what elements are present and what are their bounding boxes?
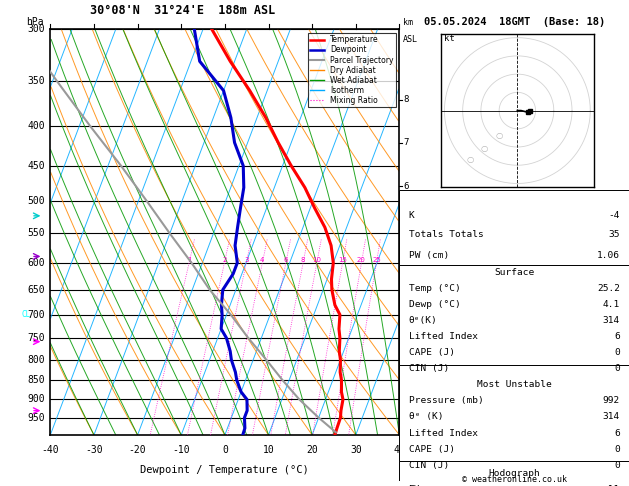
Text: 0: 0 — [614, 445, 620, 453]
Text: 10: 10 — [313, 257, 321, 262]
Text: 7: 7 — [404, 138, 409, 147]
Text: hPa: hPa — [26, 17, 43, 27]
Text: -4: -4 — [608, 211, 620, 220]
Text: 500: 500 — [28, 196, 45, 207]
Text: 450: 450 — [28, 161, 45, 171]
Text: Pressure (mb): Pressure (mb) — [409, 397, 483, 405]
Text: 3: 3 — [404, 310, 409, 319]
Text: 992: 992 — [603, 397, 620, 405]
Text: Dewp (°C): Dewp (°C) — [409, 300, 460, 309]
Text: 25: 25 — [372, 257, 381, 262]
Text: 05.05.2024  18GMT  (Base: 18): 05.05.2024 18GMT (Base: 18) — [424, 17, 605, 27]
Text: 700: 700 — [28, 310, 45, 320]
Text: 5: 5 — [404, 225, 409, 234]
Text: 2: 2 — [404, 353, 409, 362]
Text: kt: kt — [445, 35, 455, 43]
Text: ASL: ASL — [403, 35, 418, 44]
Text: 30°08'N  31°24'E  188m ASL: 30°08'N 31°24'E 188m ASL — [91, 4, 276, 17]
Text: 8: 8 — [404, 95, 409, 104]
Text: 750: 750 — [28, 333, 45, 343]
Text: 20: 20 — [306, 445, 318, 455]
Text: 0: 0 — [222, 445, 228, 455]
Bar — [399, 461, 629, 486]
Text: ○: ○ — [466, 155, 474, 164]
Text: K: K — [409, 211, 415, 220]
Text: 15: 15 — [338, 257, 347, 262]
Text: CIN (J): CIN (J) — [409, 461, 449, 469]
Text: 900: 900 — [28, 395, 45, 404]
Text: ○: ○ — [496, 131, 503, 140]
Text: Lifted Index: Lifted Index — [409, 429, 477, 437]
Text: Log Mixing Ratio (g/kg): Log Mixing Ratio (g/kg) — [440, 268, 449, 375]
Text: 550: 550 — [28, 228, 45, 239]
Text: 850: 850 — [28, 375, 45, 385]
Text: 2: 2 — [222, 257, 226, 262]
Text: 1: 1 — [404, 398, 409, 407]
Text: 8: 8 — [301, 257, 305, 262]
Text: 4: 4 — [404, 268, 409, 277]
Text: 314: 314 — [603, 316, 620, 325]
Text: 40: 40 — [394, 445, 405, 455]
Text: Most Unstable: Most Unstable — [477, 381, 552, 389]
Text: Surface: Surface — [494, 268, 534, 277]
Text: -40: -40 — [42, 445, 59, 455]
Text: θᵉ(K): θᵉ(K) — [409, 316, 437, 325]
Text: 600: 600 — [28, 258, 45, 268]
Text: PW (cm): PW (cm) — [409, 251, 449, 260]
Text: 950: 950 — [28, 413, 45, 423]
Text: Temp (°C): Temp (°C) — [409, 284, 460, 293]
Bar — [399, 364, 629, 461]
Text: θᵉ (K): θᵉ (K) — [409, 413, 443, 421]
Text: 0: 0 — [614, 348, 620, 357]
Text: 10: 10 — [263, 445, 274, 455]
Text: 6: 6 — [614, 429, 620, 437]
Text: 4.1: 4.1 — [603, 300, 620, 309]
Text: 6: 6 — [404, 182, 409, 191]
Text: 0: 0 — [614, 461, 620, 469]
Text: 650: 650 — [28, 285, 45, 295]
Text: -10: -10 — [172, 445, 190, 455]
Text: Lifted Index: Lifted Index — [409, 332, 477, 341]
Text: Hodograph: Hodograph — [488, 469, 540, 478]
Text: 1: 1 — [187, 257, 191, 262]
Text: CAPE (J): CAPE (J) — [409, 348, 455, 357]
Text: 800: 800 — [28, 355, 45, 365]
Text: CL: CL — [22, 310, 31, 319]
Bar — [399, 265, 629, 364]
Text: Dewpoint / Temperature (°C): Dewpoint / Temperature (°C) — [140, 466, 309, 475]
Text: -30: -30 — [85, 445, 103, 455]
Text: -20: -20 — [129, 445, 147, 455]
Bar — [399, 190, 629, 265]
Text: 4: 4 — [260, 257, 265, 262]
Text: 1.06: 1.06 — [597, 251, 620, 260]
Text: 300: 300 — [28, 24, 45, 34]
Text: 3: 3 — [244, 257, 248, 262]
Text: ○: ○ — [481, 144, 488, 153]
Text: Totals Totals: Totals Totals — [409, 230, 483, 239]
Text: 350: 350 — [28, 76, 45, 86]
Text: 25.2: 25.2 — [597, 284, 620, 293]
Text: 6: 6 — [284, 257, 288, 262]
Text: km: km — [403, 18, 413, 27]
Text: 0: 0 — [614, 364, 620, 373]
Text: 20: 20 — [357, 257, 366, 262]
Text: CIN (J): CIN (J) — [409, 364, 449, 373]
Text: EH: EH — [409, 485, 420, 486]
Text: 6: 6 — [614, 332, 620, 341]
Text: 30: 30 — [350, 445, 362, 455]
Text: © weatheronline.co.uk: © weatheronline.co.uk — [462, 474, 567, 484]
Text: 314: 314 — [603, 413, 620, 421]
Text: 400: 400 — [28, 121, 45, 131]
Text: 35: 35 — [608, 230, 620, 239]
Legend: Temperature, Dewpoint, Parcel Trajectory, Dry Adiabat, Wet Adiabat, Isotherm, Mi: Temperature, Dewpoint, Parcel Trajectory… — [308, 33, 396, 107]
Text: -11: -11 — [603, 485, 620, 486]
Text: CAPE (J): CAPE (J) — [409, 445, 455, 453]
